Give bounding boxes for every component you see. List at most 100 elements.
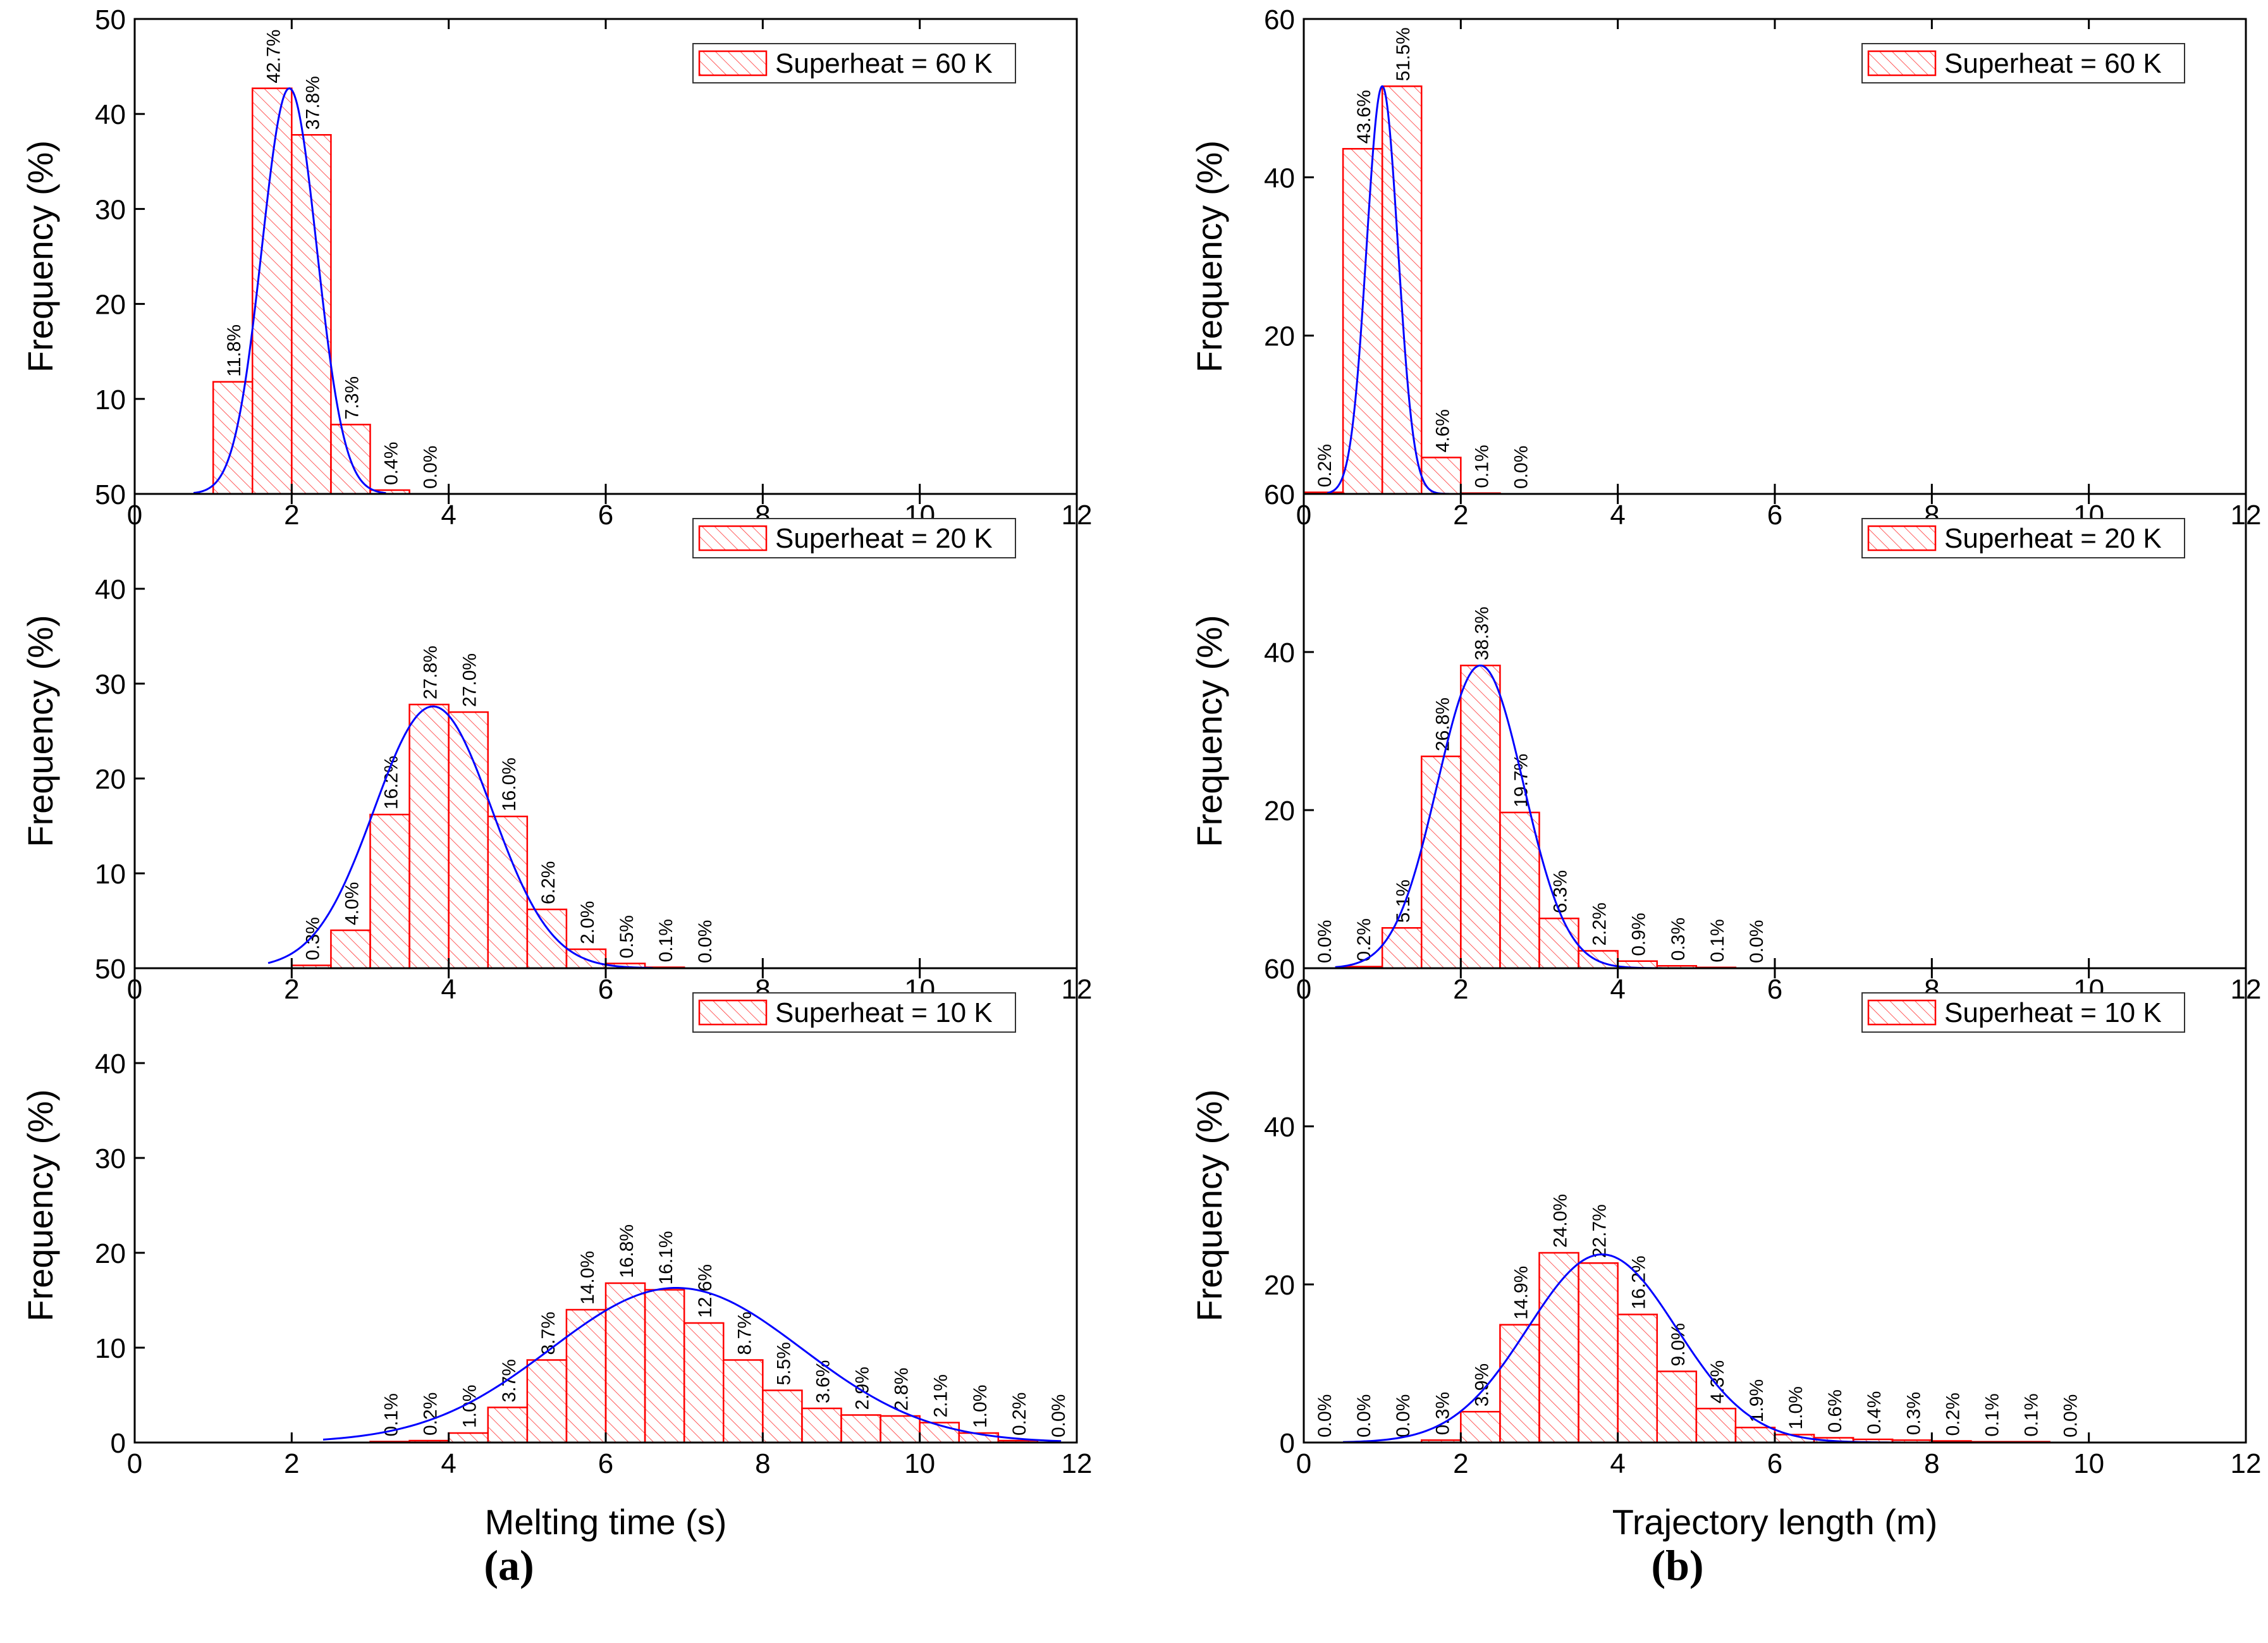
y-tick-label-a-mid-0: 50 [95, 954, 126, 985]
y-axis-label-a-bot: Frequency (%) [20, 1089, 60, 1321]
chart-a-top: 11.8%42.7%37.8%7.3%0.4% 0.0%5010203040500… [20, 4, 1092, 531]
data-label-a-mid-8: 0.5% [616, 915, 637, 958]
y-tick-label-b-mid-0: 60 [1264, 954, 1295, 985]
y-tick-label-b-mid-2: 40 [1264, 637, 1295, 668]
legend-swatch-b-bot [1867, 999, 1937, 1026]
bar-a-mid-6 [526, 908, 568, 969]
fit-curve-a-top [193, 87, 386, 495]
legend-a-bot: Superheat = 10 K [692, 992, 1016, 1033]
data-label-b-mid-11: 0.0% [1746, 920, 1767, 963]
bar-b-bot-9 [1656, 1370, 1698, 1444]
data-label-a-bot-6: 16.8% [616, 1224, 637, 1278]
y-tick-label-a-top-3: 30 [95, 194, 126, 225]
data-label-a-mid-10: 0.0% [695, 920, 716, 963]
y-tick-label-b-top-2: 40 [1264, 163, 1295, 194]
bar-b-mid-3 [1421, 755, 1462, 969]
bar-a-top-1 [252, 87, 293, 495]
data-label-a-bot-15: 1.0% [970, 1385, 991, 1428]
x-tick-label-b-bot-0: 0 [1296, 1448, 1311, 1479]
data-label-a-bot-17: 0.0% [1048, 1394, 1069, 1437]
y-axis-label-b-top: Frequency (%) [1189, 140, 1229, 372]
x-tick-label-b-bot-2: 4 [1610, 1448, 1625, 1479]
data-label-a-bot-12: 2.9% [852, 1367, 873, 1410]
x-tick-label-a-mid-1: 2 [284, 974, 299, 1005]
bar-b-top-2 [1381, 85, 1423, 495]
x-tick-label-a-bot-2: 4 [441, 1448, 456, 1479]
x-tick-label-b-bot-1: 2 [1453, 1448, 1468, 1479]
bar-a-top-0 [212, 381, 254, 495]
data-label-b-mid-6: 6.3% [1550, 870, 1571, 913]
data-label-b-mid-3: 26.8% [1432, 698, 1453, 751]
x-tick-label-b-bot-4: 8 [1924, 1448, 1939, 1479]
x-tick-label-b-top-3: 6 [1767, 500, 1782, 531]
x-tick-label-b-top-1: 2 [1453, 500, 1468, 531]
data-label-b-bot-7: 22.7% [1590, 1204, 1610, 1258]
fit-curve-b-bot [1343, 1253, 1901, 1444]
legend-swatch-a-bot [698, 999, 768, 1026]
plot-frame-b-bot [1303, 967, 2247, 1444]
y-axis-label-a-mid: Frequency (%) [20, 615, 60, 847]
data-label-a-top-2: 37.8% [302, 76, 323, 130]
x-axis-label-a-bot: Melting time (s) [485, 1502, 727, 1542]
bar-b-mid-6 [1538, 918, 1579, 969]
legend-a-top: Superheat = 60 K [692, 43, 1016, 83]
data-label-b-bot-19: 0.0% [2061, 1394, 2081, 1437]
legend-b-top: Superheat = 60 K [1861, 43, 2185, 83]
x-tick-label-b-bot-3: 6 [1767, 1448, 1782, 1479]
data-label-b-mid-1: 0.2% [1354, 918, 1375, 961]
data-label-b-bot-17: 0.1% [1982, 1393, 2002, 1436]
caption-b: (b) [1651, 1541, 1703, 1589]
data-label-b-bot-18: 0.1% [2021, 1393, 2042, 1436]
chart-a-bot: 0.1% 0.2% 1.0%3.7%8.7%14.0% 16.8% 16.1%12.6%… [20, 967, 1092, 1542]
data-label-b-bot-12: 1.0% [1786, 1386, 1806, 1429]
x-tick-label-b-top-2: 4 [1610, 500, 1625, 531]
x-tick-label-a-bot-4: 8 [755, 1448, 770, 1479]
chart-b-bot: 0.0% 0.0% 0.0% 0.3% 3.9% 14.9% 24.0% 22.7% 16.2%… [1189, 967, 2262, 1542]
bar-a-mid-2 [369, 813, 410, 969]
bar-a-mid-5 [487, 815, 529, 969]
chart-a-mid: 0.3%4.0%16.2%27.8% 27.0%16.0%6.2%2.0% 0.5%… [20, 493, 1092, 1005]
data-label-a-bot-5: 14.0% [577, 1251, 598, 1305]
y-tick-label-b-top-3: 60 [1264, 4, 1295, 35]
y-tick-label-b-bot-0: 0 [1280, 1428, 1295, 1459]
y-tick-label-a-bot-4: 40 [95, 1049, 126, 1080]
bar-a-bot-4 [526, 1359, 568, 1444]
caption-a: (a) [484, 1541, 534, 1589]
bar-a-bot-10 [762, 1389, 803, 1444]
charts-layer: 11.8%42.7%37.8%7.3%0.4% 0.0%5010203040500… [20, 4, 2261, 1542]
data-label-b-bot-16: 0.2% [1942, 1393, 1963, 1436]
x-tick-label-b-bot-6: 12 [2231, 1448, 2262, 1479]
data-label-a-mid-4: 27.0% [460, 653, 481, 707]
y-tick-label-a-mid-1: 10 [95, 859, 126, 890]
y-tick-label-a-bot-2: 20 [95, 1238, 126, 1269]
bar-a-mid-4 [448, 711, 489, 969]
bar-b-bot-8 [1617, 1314, 1658, 1444]
data-label-b-bot-15: 0.3% [1903, 1392, 1924, 1435]
data-label-a-bot-3: 3.7% [499, 1359, 520, 1402]
data-label-b-bot-10: 4.3% [1707, 1360, 1728, 1403]
y-tick-label-a-top-1: 10 [95, 385, 126, 415]
legend-swatch-b-mid [1867, 525, 1937, 551]
data-label-a-mid-9: 0.1% [656, 919, 677, 962]
y-tick-label-a-bot-1: 10 [95, 1333, 126, 1364]
x-tick-label-b-mid-1: 2 [1453, 974, 1468, 1005]
fit-curve-a-mid [267, 705, 653, 969]
bar-b-mid-5 [1499, 811, 1540, 969]
data-label-a-mid-1: 4.0% [341, 882, 362, 925]
data-label-b-mid-7: 2.2% [1590, 902, 1610, 945]
data-label-b-bot-2: 0.0% [1393, 1394, 1414, 1437]
data-label-b-top-1: 43.6% [1354, 90, 1375, 144]
data-label-b-mid-0: 0.0% [1315, 920, 1335, 963]
data-label-a-bot-4: 8.7% [538, 1312, 559, 1355]
x-tick-label-a-top-1: 2 [284, 500, 299, 531]
data-label-b-bot-8: 16.2% [1629, 1255, 1650, 1309]
bar-a-bot-3 [487, 1406, 529, 1444]
legend-swatch-a-top [698, 50, 768, 77]
bar-a-bot-2 [448, 1432, 489, 1444]
data-label-a-bot-9: 8.7% [734, 1312, 755, 1355]
fit-curve-b-mid [1335, 664, 1665, 969]
x-tick-label-a-bot-1: 2 [284, 1448, 299, 1479]
y-axis-label-b-mid: Frequency (%) [1189, 615, 1229, 847]
